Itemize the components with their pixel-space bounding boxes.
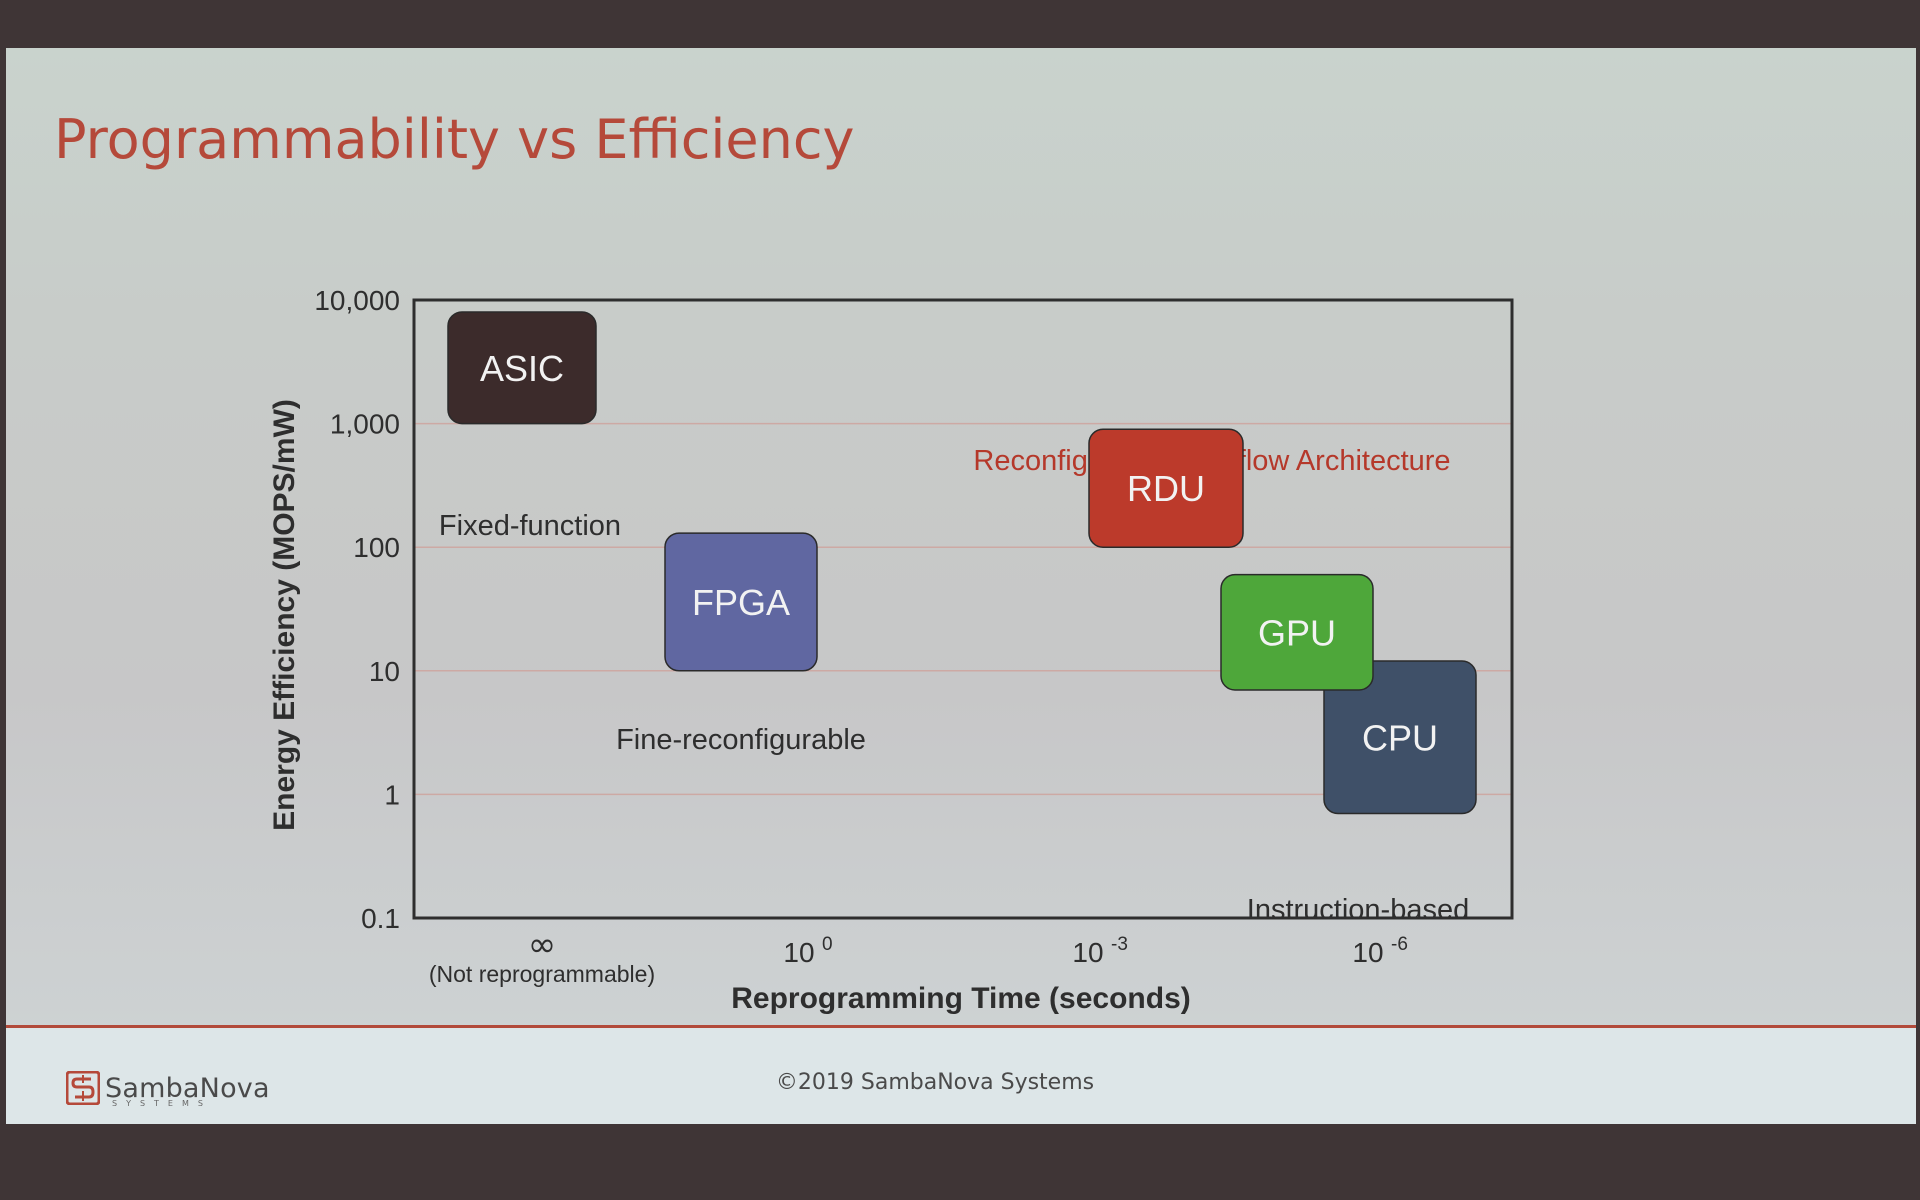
footer: SambaNova SYSTEMS ©2019 SambaNova System… [6,1028,1916,1124]
x-tick-exponent: -3 [1111,934,1128,955]
point-label: FPGA [692,582,790,623]
y-tick-label: 1,000 [330,409,400,440]
sambanova-logo: SambaNova SYSTEMS [66,1068,270,1108]
x-tick-sublabel: (Not reprogrammable) [429,961,655,987]
x-tick-label: 10 [1352,937,1383,968]
point-fpga [664,532,818,672]
logo-text: SambaNova [105,1072,270,1104]
x-tick-label: 10 [1072,937,1103,968]
point-rdu [1088,428,1244,548]
x-tick-label: 10 [783,937,814,968]
point-label: GPU [1258,612,1336,653]
point-caption: Instruction-based [1247,894,1469,926]
plot-frame [412,298,1514,920]
y-tick-label: 10 [369,656,400,687]
point-caption: Fixed-function [439,510,621,542]
y-tick-label: 100 [353,532,400,563]
slide-title: Programmability vs Efficiency [54,108,855,171]
point-caption: Fine-reconfigurable [616,724,866,756]
x-tick-exponent: 0 [822,934,833,955]
slide: Programmability vs Efficiency 10,000 1,00… [6,48,1916,1124]
point-gpu [1220,573,1374,691]
x-tick-exponent: -6 [1391,934,1408,955]
sambanova-logo-icon [66,1071,100,1105]
x-axis-label: Reprogramming Time (seconds) [731,982,1191,1015]
point-label: CPU [1362,717,1438,758]
point-label: ASIC [480,348,564,389]
point-cpu [1323,660,1477,815]
point-asic [447,311,597,425]
y-tick-label: 1 [384,779,400,810]
y-axis-label: Energy Efficiency (MOPS/mW) [268,399,301,831]
logo-subtext: SYSTEMS [112,1099,212,1108]
point-label: RDU [1127,468,1205,509]
footer-divider [6,1025,1916,1028]
x-tick-label: ∞ [528,925,556,965]
copyright: ©2019 SambaNova Systems [775,1070,1095,1095]
y-tick-label: 0.1 [361,903,400,934]
y-tick-label: 10,000 [314,285,400,316]
